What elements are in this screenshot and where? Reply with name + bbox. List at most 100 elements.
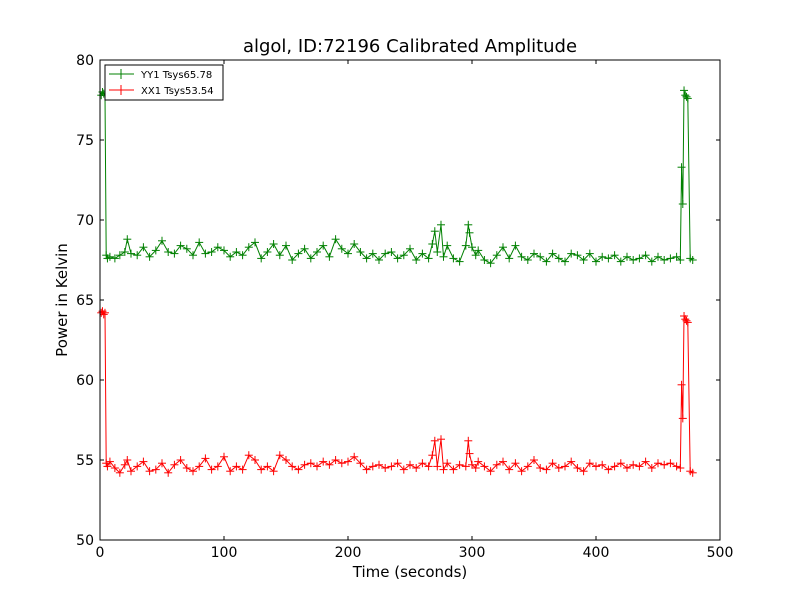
data-point xyxy=(461,241,470,250)
data-point xyxy=(480,256,489,264)
data-point xyxy=(226,467,235,476)
data-point xyxy=(232,248,241,256)
data-point xyxy=(666,254,675,263)
data-point xyxy=(282,241,290,250)
data-point xyxy=(362,254,371,263)
data-point xyxy=(682,316,691,325)
data-point xyxy=(474,246,483,255)
data-point xyxy=(439,252,448,261)
data-point xyxy=(244,451,253,460)
data-point xyxy=(170,249,179,258)
data-point xyxy=(623,464,631,472)
data-point xyxy=(554,254,563,263)
data-point xyxy=(158,236,166,245)
data-point xyxy=(195,462,204,471)
legend-entry-xx1: XX1 Tsys53.54 xyxy=(109,85,214,97)
data-point xyxy=(344,457,352,466)
data-point xyxy=(604,465,613,474)
data-point xyxy=(437,435,445,444)
data-point xyxy=(387,462,396,471)
data-point xyxy=(164,248,173,256)
data-point xyxy=(666,459,675,468)
data-point xyxy=(139,243,148,252)
data-point xyxy=(275,451,284,460)
data-point xyxy=(99,310,108,319)
data-point xyxy=(105,457,114,466)
data-point xyxy=(375,460,383,469)
data-point xyxy=(610,251,619,260)
data-point xyxy=(492,460,501,469)
data-point xyxy=(430,227,439,236)
data-point xyxy=(585,459,594,468)
y-tick-label: 50 xyxy=(76,533,94,549)
data-point xyxy=(561,462,569,471)
data-point xyxy=(189,251,197,260)
legend: YY1 Tsys65.78 XX1 Tsys53.54 xyxy=(104,64,224,101)
y-axis-label: Power in Kelvin xyxy=(53,243,71,357)
data-point xyxy=(207,248,216,256)
data-point xyxy=(406,460,414,469)
data-point xyxy=(592,257,600,266)
data-point xyxy=(195,238,204,247)
data-point xyxy=(455,460,464,469)
data-point xyxy=(393,459,402,468)
data-point xyxy=(213,243,222,252)
data-point xyxy=(226,252,235,261)
data-point xyxy=(120,248,129,256)
data-point xyxy=(433,248,442,256)
data-point xyxy=(428,240,437,248)
data-point xyxy=(182,464,191,472)
data-point xyxy=(337,459,346,468)
data-point xyxy=(647,257,656,266)
data-point xyxy=(381,464,390,472)
data-point xyxy=(123,235,132,244)
data-point xyxy=(139,457,148,466)
data-point xyxy=(635,254,644,263)
data-point xyxy=(585,249,594,258)
data-point xyxy=(158,459,166,468)
data-point xyxy=(682,92,691,101)
legend-entry-yy1: YY1 Tsys65.78 xyxy=(109,69,212,81)
legend-label-xx1: XX1 Tsys53.54 xyxy=(141,86,214,97)
data-point xyxy=(368,249,377,258)
data-point xyxy=(499,243,507,252)
x-axis-label: Time (seconds) xyxy=(352,563,468,581)
data-point xyxy=(251,238,259,247)
data-point xyxy=(393,254,402,263)
chart-title: algol, ID:72196 Calibrated Amplitude xyxy=(243,36,577,57)
data-point xyxy=(554,464,563,472)
data-point xyxy=(213,462,222,471)
data-point xyxy=(182,244,191,253)
data-point xyxy=(548,249,557,258)
data-point xyxy=(145,467,154,476)
data-point xyxy=(464,436,473,445)
data-point xyxy=(100,308,109,317)
data-point xyxy=(604,254,613,263)
data-point xyxy=(350,240,359,248)
data-point xyxy=(616,257,625,266)
data-point xyxy=(412,464,421,472)
data-point xyxy=(654,252,662,261)
data-point xyxy=(683,94,692,103)
data-point xyxy=(428,451,437,460)
data-point xyxy=(424,462,433,471)
data-point xyxy=(127,249,135,258)
data-point xyxy=(455,257,464,266)
data-point xyxy=(275,251,284,260)
data-point xyxy=(561,257,569,266)
data-point xyxy=(375,256,383,264)
data-point xyxy=(567,457,576,466)
data-point xyxy=(133,462,142,471)
data-point xyxy=(437,220,445,229)
data-point xyxy=(471,464,480,472)
data-point xyxy=(433,462,442,471)
data-point xyxy=(282,456,290,464)
data-point xyxy=(102,459,111,468)
data-point xyxy=(688,256,697,264)
data-point xyxy=(654,459,662,468)
data-point xyxy=(680,312,689,320)
data-point xyxy=(263,248,272,256)
data-point xyxy=(468,460,476,469)
data-point xyxy=(176,456,185,464)
data-point xyxy=(688,468,697,477)
